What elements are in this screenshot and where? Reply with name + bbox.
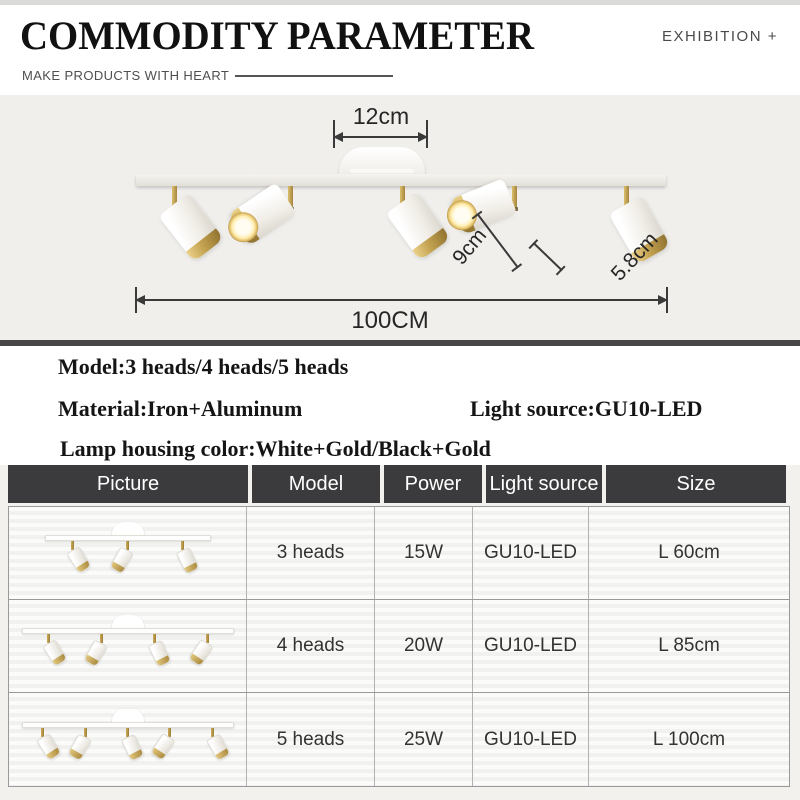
spec-model: Model:3 heads/4 heads/5 heads: [58, 354, 349, 379]
mini-spotlight-head: [66, 732, 92, 762]
light-source-cell: GU10-LED: [473, 600, 589, 692]
tagline: MAKE PRODUCTS WITH HEART: [22, 68, 394, 83]
mini-stem: [46, 634, 50, 643]
mini-stem: [205, 634, 209, 643]
model-cell: 4 heads: [247, 600, 375, 692]
spec-light-source: Light source:GU10-LED: [470, 396, 703, 421]
tagline-rule: [235, 75, 394, 77]
mini-stem: [152, 634, 156, 643]
mini-track-bar: [44, 535, 211, 541]
light-source-cell: GU10-LED: [473, 693, 589, 786]
mini-stem: [70, 541, 74, 550]
page-title: COMMODITY PARAMETER: [20, 13, 535, 58]
spec-material: Material:Iron+Aluminum: [58, 396, 303, 421]
power-cell: 20W: [375, 600, 473, 692]
specs-section: Model:3 heads/4 heads/5 heads Material:I…: [0, 346, 800, 465]
table-header-row: Picture Model Power Light source Size: [8, 465, 790, 503]
mini-spotlight-head: [187, 638, 214, 668]
mini-stem: [41, 727, 45, 737]
spec-lamp-color: Lamp housing color:White+Gold/Black+Gold: [60, 436, 491, 461]
light-source-cell: GU10-LED: [473, 507, 589, 599]
total-length-label: 100CM: [351, 307, 429, 334]
picture-cell: [9, 693, 247, 786]
canopy-width-arrow: [333, 132, 428, 142]
spotlight-head: [158, 192, 224, 262]
mini-ceiling-canopy: [111, 522, 144, 536]
mini-spotlight-head: [150, 732, 177, 761]
mini-spotlight-head: [176, 546, 201, 575]
mini-spotlight-head: [147, 639, 172, 668]
column-header-light-source: Light source: [486, 465, 602, 503]
table-row: 5 heads 25W GU10-LED L 100cm: [9, 693, 789, 786]
column-header-picture: Picture: [8, 465, 248, 503]
mini-spotlight-head: [65, 545, 92, 575]
model-cell: 5 heads: [247, 693, 375, 786]
mini-spotlight-head: [82, 639, 108, 668]
track-bar: [136, 174, 666, 186]
power-cell: 25W: [375, 693, 473, 786]
mini-track-bar: [21, 721, 234, 728]
product-showcase: 12cm 9cm 5.8cm 100CM: [0, 95, 800, 340]
column-header-size: Size: [606, 465, 786, 503]
mini-spotlight-head: [41, 638, 68, 668]
mini-product-image: [15, 697, 241, 783]
mini-ceiling-canopy: [111, 708, 144, 723]
size-cell: L 100cm: [589, 693, 789, 786]
spotlight-head-lit: [222, 182, 297, 249]
top-border-strip: [0, 0, 800, 5]
mini-ceiling-canopy: [111, 615, 144, 629]
picture-cell: [9, 600, 247, 692]
mini-spotlight-head: [205, 732, 231, 762]
mini-stem: [210, 727, 214, 737]
mini-spotlight-head: [120, 733, 145, 762]
picture-cell: [9, 507, 247, 599]
tagline-text: MAKE PRODUCTS WITH HEART: [22, 68, 230, 83]
mini-product-image: [15, 603, 241, 689]
ceiling-canopy-base: [349, 169, 415, 176]
column-header-model: Model: [252, 465, 380, 503]
mini-stem: [83, 727, 87, 737]
table-row: 4 heads 20W GU10-LED L 85cm: [9, 600, 789, 693]
column-header-power: Power: [384, 465, 482, 503]
head-diameter-dimension-line: [532, 242, 563, 272]
canopy-width-label: 12cm: [352, 103, 410, 129]
model-cell: 3 heads: [247, 507, 375, 599]
mini-stem: [99, 634, 103, 643]
spec-table: Picture Model Power Light source Size 3 …: [8, 465, 790, 787]
mini-track-bar: [21, 628, 234, 634]
size-cell: L 60cm: [589, 507, 789, 599]
total-length-arrow: [135, 295, 668, 305]
mini-product-image: [15, 510, 241, 596]
mini-stem: [126, 541, 129, 550]
size-cell: L 85cm: [589, 600, 789, 692]
mini-stem: [168, 727, 172, 737]
mini-stem: [181, 541, 185, 550]
mini-spotlight-head: [109, 546, 134, 575]
corner-label: EXHIBITION +: [662, 28, 778, 45]
mini-stem: [126, 727, 129, 737]
table-body: 3 heads 15W GU10-LED L 60cm 4 heads 20W …: [8, 506, 790, 787]
mini-spotlight-head: [36, 732, 63, 761]
section-divider: [0, 340, 800, 346]
spotlight-head: [385, 191, 451, 261]
power-cell: 15W: [375, 507, 473, 599]
header-section: COMMODITY PARAMETER EXHIBITION + MAKE PR…: [0, 0, 800, 95]
table-row: 3 heads 15W GU10-LED L 60cm: [9, 507, 789, 600]
